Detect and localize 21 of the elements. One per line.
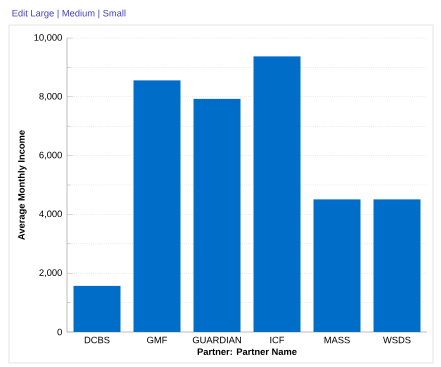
- bar: [74, 286, 121, 332]
- y-axis-title: Average Monthly Income: [18, 130, 27, 240]
- bar: [194, 98, 241, 332]
- y-tick-label: 0: [57, 328, 62, 336]
- x-tick-label: WSDS: [383, 336, 411, 344]
- y-tick-label: 10,000: [34, 34, 62, 42]
- x-axis-title: Partner: Partner Name: [198, 348, 297, 355]
- y-tick-label: 4,000: [39, 210, 62, 218]
- x-tick-label: DCBS: [84, 336, 110, 344]
- bar: [314, 199, 361, 332]
- x-tick-label: GUARDIAN: [192, 336, 241, 344]
- y-tick-label: 2,000: [39, 269, 62, 278]
- text: Edit Large | Medium | Small: [12, 10, 126, 18]
- bar: [374, 199, 421, 332]
- x-tick-label: MASS: [324, 336, 350, 344]
- y-tick-label: 6,000: [39, 152, 62, 160]
- bar: [254, 56, 301, 332]
- x-tick-label: ICF: [270, 336, 284, 344]
- y-tick-label: 8,000: [39, 92, 62, 101]
- bar: [134, 80, 181, 332]
- x-tick-label: GMF: [147, 336, 168, 344]
